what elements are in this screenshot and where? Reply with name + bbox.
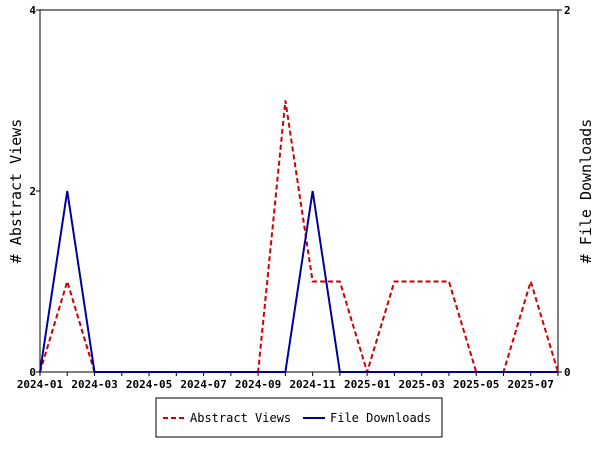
- y-right-tick-label-0: 0: [564, 366, 571, 379]
- y-left-axis-title: # Abstract Views: [7, 119, 25, 264]
- y-right-axis-title: # File Downloads: [577, 119, 595, 264]
- x-tick-label-2024-01: 2024-01: [17, 378, 64, 391]
- x-tick-label-2025-07: 2025-07: [508, 378, 554, 391]
- series-line-file-downloads: [39, 190, 558, 373]
- y-left-tick-label-2: 2: [29, 185, 36, 198]
- x-tick-label-2024-11: 2024-11: [289, 378, 336, 391]
- axes: [36, 9, 562, 376]
- x-tick-label-2024-07: 2024-07: [180, 378, 226, 391]
- plot-frame: [39, 9, 559, 373]
- x-tick-label-2024-09: 2024-09: [235, 378, 281, 391]
- legend-box: [155, 397, 443, 438]
- labels-layer: 2024-01 2024-03 2024-05 2024-07 2024-09 2024-…: [7, 4, 595, 391]
- x-tick-label-2025-03: 2025-03: [399, 378, 445, 391]
- x-tick-label-2025-01: 2025-01: [344, 378, 391, 391]
- x-tick-label-2024-03: 2024-03: [71, 378, 117, 391]
- y-left-tick-label-0: 0: [29, 366, 36, 379]
- series-layer: [39, 100, 559, 376]
- x-tick-label-2025-05: 2025-05: [453, 378, 499, 391]
- x-tick-label-2024-05: 2024-05: [126, 378, 172, 391]
- series-line-abstract-views: [39, 100, 559, 376]
- y-left-tick-label-4: 4: [29, 4, 36, 17]
- legend: Abstract Views File Downloads: [155, 397, 443, 438]
- legend-label-abstract-views: Abstract Views: [190, 411, 291, 425]
- y-right-tick-label-2: 2: [564, 4, 571, 17]
- legend-label-file-downloads: File Downloads: [330, 411, 431, 425]
